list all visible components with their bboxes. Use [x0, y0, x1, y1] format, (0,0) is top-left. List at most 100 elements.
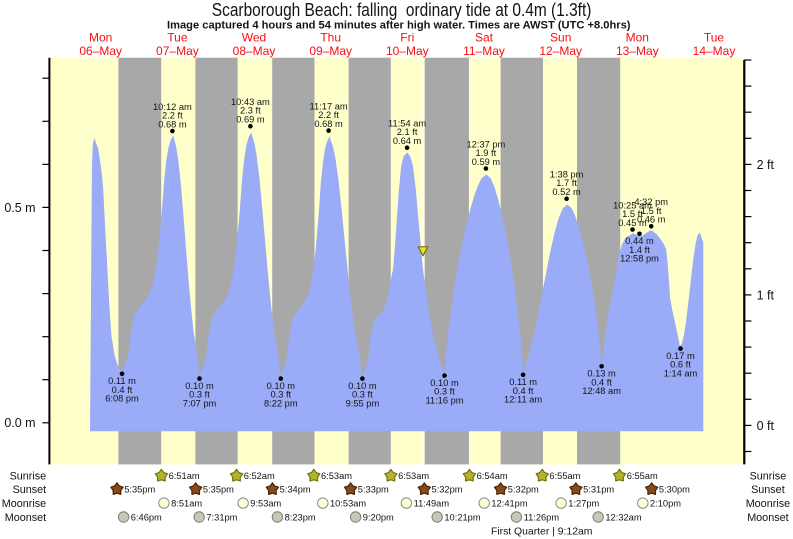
- svg-text:1.5 ft: 1.5 ft: [641, 206, 662, 216]
- svg-text:Sat: Sat: [475, 30, 494, 44]
- svg-text:5:31pm: 5:31pm: [583, 485, 614, 495]
- svg-text:0.4 ft: 0.4 ft: [513, 386, 534, 396]
- svg-text:12:48 am: 12:48 am: [582, 386, 621, 396]
- svg-text:0.45 m: 0.45 m: [618, 218, 647, 228]
- svg-text:Tue: Tue: [704, 30, 725, 44]
- svg-text:0.11 m: 0.11 m: [509, 377, 537, 387]
- svg-text:13–May: 13–May: [616, 44, 659, 58]
- svg-text:08–May: 08–May: [233, 44, 276, 58]
- svg-text:10–May: 10–May: [386, 44, 429, 58]
- svg-text:12:37 pm: 12:37 pm: [467, 139, 506, 149]
- svg-text:0.10 m: 0.10 m: [185, 381, 214, 391]
- svg-text:First Quarter | 9:12am: First Quarter | 9:12am: [491, 526, 592, 537]
- svg-text:11–May: 11–May: [463, 44, 505, 58]
- svg-text:Sunrise: Sunrise: [750, 471, 787, 483]
- svg-text:2.3 ft: 2.3 ft: [240, 106, 261, 116]
- svg-text:07–May: 07–May: [156, 44, 199, 58]
- svg-text:Thu: Thu: [320, 30, 341, 44]
- svg-text:0.4 ft: 0.4 ft: [591, 377, 612, 387]
- svg-text:12–May: 12–May: [539, 44, 582, 58]
- svg-text:8:22 pm: 8:22 pm: [264, 399, 298, 409]
- svg-text:Moonset: Moonset: [747, 512, 788, 524]
- svg-text:Mon: Mon: [89, 30, 112, 44]
- svg-text:6:53am: 6:53am: [398, 471, 429, 481]
- svg-text:0.3 ft: 0.3 ft: [352, 390, 373, 400]
- svg-text:Mon: Mon: [626, 30, 649, 44]
- svg-text:10:12 am: 10:12 am: [153, 102, 192, 112]
- svg-text:2.1 ft: 2.1 ft: [397, 127, 418, 137]
- svg-text:0.4 ft: 0.4 ft: [112, 385, 133, 395]
- svg-text:2:10pm: 2:10pm: [650, 499, 681, 509]
- svg-text:9:20pm: 9:20pm: [363, 512, 394, 522]
- svg-text:1:38 pm: 1:38 pm: [550, 170, 584, 180]
- svg-text:12:41pm: 12:41pm: [491, 499, 527, 509]
- svg-text:0.5 m: 0.5 m: [4, 201, 35, 215]
- svg-text:06–May: 06–May: [79, 44, 122, 58]
- svg-text:Image captured 4 hours and 54: Image captured 4 hours and 54 minutes af…: [167, 20, 631, 32]
- svg-text:8:51am: 8:51am: [171, 499, 202, 509]
- svg-text:2.2 ft: 2.2 ft: [162, 111, 183, 121]
- svg-text:Wed: Wed: [242, 30, 266, 44]
- svg-text:1.7 ft: 1.7 ft: [556, 178, 577, 188]
- svg-text:9:55 pm: 9:55 pm: [346, 399, 380, 409]
- svg-text:09–May: 09–May: [309, 44, 352, 58]
- svg-text:0.46 m: 0.46 m: [637, 215, 666, 225]
- svg-text:0.64 m: 0.64 m: [393, 136, 422, 146]
- svg-text:7:07 pm: 7:07 pm: [183, 399, 217, 409]
- svg-text:11:16 pm: 11:16 pm: [425, 396, 463, 406]
- svg-text:0.68 m: 0.68 m: [314, 119, 343, 129]
- svg-text:12:32am: 12:32am: [605, 512, 641, 522]
- svg-text:6:52am: 6:52am: [244, 471, 275, 481]
- svg-text:5:34pm: 5:34pm: [280, 485, 311, 495]
- svg-text:11:26pm: 11:26pm: [524, 512, 560, 522]
- svg-text:0.3 ft: 0.3 ft: [189, 390, 210, 400]
- svg-text:Sunrise: Sunrise: [10, 471, 47, 483]
- svg-text:Scarborough Beach: falling or: Scarborough Beach: falling ordinary tide…: [212, 0, 592, 20]
- svg-text:2 ft: 2 ft: [757, 158, 775, 172]
- svg-text:5:32pm: 5:32pm: [508, 485, 539, 495]
- svg-text:6:53am: 6:53am: [321, 471, 352, 481]
- svg-text:6:55am: 6:55am: [549, 471, 580, 481]
- svg-text:6:08 pm: 6:08 pm: [105, 394, 139, 404]
- svg-text:1 ft: 1 ft: [757, 288, 775, 302]
- svg-text:5:32pm: 5:32pm: [432, 485, 463, 495]
- svg-text:0.3 ft: 0.3 ft: [270, 390, 291, 400]
- svg-text:5:33pm: 5:33pm: [358, 485, 389, 495]
- svg-text:6:51am: 6:51am: [169, 471, 200, 481]
- svg-text:6:46pm: 6:46pm: [131, 512, 162, 522]
- svg-text:0.17 m: 0.17 m: [666, 351, 695, 361]
- svg-text:11:54 am: 11:54 am: [388, 119, 426, 129]
- svg-text:0.68 m: 0.68 m: [158, 119, 187, 129]
- svg-text:1.9 ft: 1.9 ft: [476, 148, 497, 158]
- svg-text:Moonrise: Moonrise: [746, 498, 790, 510]
- svg-text:Sun: Sun: [550, 30, 571, 44]
- svg-text:0.59 m: 0.59 m: [472, 157, 501, 167]
- svg-text:12:11 am: 12:11 am: [504, 395, 542, 405]
- svg-text:11:49am: 11:49am: [414, 499, 450, 509]
- svg-text:8:23pm: 8:23pm: [285, 512, 316, 522]
- svg-text:6:54am: 6:54am: [477, 471, 508, 481]
- svg-text:4:32 pm: 4:32 pm: [634, 197, 668, 207]
- svg-text:14–May: 14–May: [693, 44, 736, 58]
- svg-text:Tue: Tue: [167, 30, 188, 44]
- svg-text:5:35pm: 5:35pm: [124, 485, 155, 495]
- svg-text:1:14 am: 1:14 am: [664, 369, 698, 379]
- svg-text:5:35pm: 5:35pm: [203, 485, 234, 495]
- svg-text:0.10 m: 0.10 m: [267, 381, 296, 391]
- svg-text:0.3 ft: 0.3 ft: [434, 387, 455, 397]
- svg-text:0.44 m: 0.44 m: [625, 236, 654, 246]
- svg-text:0 ft: 0 ft: [757, 419, 775, 433]
- svg-text:1.5 ft: 1.5 ft: [622, 209, 643, 219]
- svg-text:10:53am: 10:53am: [330, 499, 366, 509]
- svg-text:0.0 m: 0.0 m: [4, 416, 35, 430]
- svg-text:0.10 m: 0.10 m: [348, 381, 377, 391]
- svg-text:5:30pm: 5:30pm: [659, 485, 690, 495]
- svg-text:1:27pm: 1:27pm: [568, 499, 599, 509]
- svg-text:1.4 ft: 1.4 ft: [629, 245, 650, 255]
- svg-text:0.13 m: 0.13 m: [587, 369, 616, 379]
- svg-text:Moonrise: Moonrise: [2, 498, 46, 510]
- svg-text:Sunset: Sunset: [13, 484, 47, 496]
- svg-text:0.6 ft: 0.6 ft: [670, 360, 691, 370]
- svg-text:10:43 am: 10:43 am: [231, 97, 270, 107]
- svg-text:2.2 ft: 2.2 ft: [318, 110, 339, 120]
